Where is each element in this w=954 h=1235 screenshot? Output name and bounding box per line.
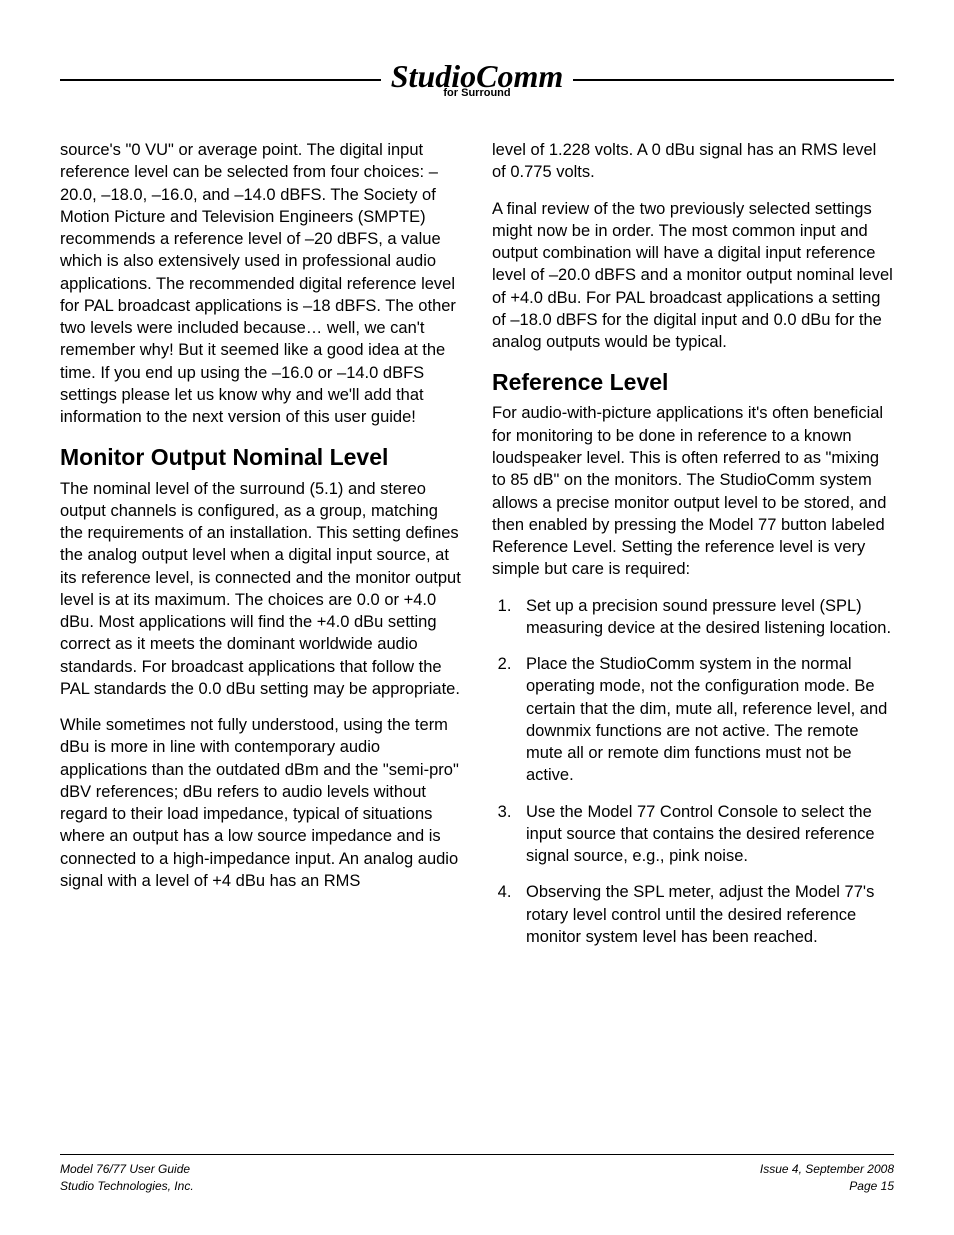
page-footer: Model 76/77 User Guide Studio Technologi… [60,1154,894,1195]
footer-page: Page 15 [760,1178,894,1195]
footer-right: Issue 4, September 2008 Page 15 [760,1161,894,1195]
list-item: Observing the SPL meter, adjust the Mode… [516,881,894,948]
body-paragraph: While sometimes not fully understood, us… [60,714,462,892]
header-rule-left [60,79,381,81]
left-column: source's "0 VU" or average point. The di… [60,139,462,962]
section-heading: Monitor Output Nominal Level [60,442,462,473]
footer-row: Model 76/77 User Guide Studio Technologi… [60,1161,894,1195]
list-item: Place the StudioComm system in the norma… [516,653,894,787]
footer-model: Model 76/77 User Guide [60,1161,194,1178]
page-header: StudioComm for Surround [60,60,894,99]
document-page: StudioComm for Surround source's "0 VU" … [0,0,954,1235]
footer-left: Model 76/77 User Guide Studio Technologi… [60,1161,194,1195]
body-paragraph: A final review of the two previously sel… [492,198,894,354]
body-paragraph: The nominal level of the surround (5.1) … [60,478,462,701]
logo-block: StudioComm for Surround [381,60,574,99]
body-paragraph: level of 1.228 volts. A 0 dBu signal has… [492,139,894,184]
content-columns: source's "0 VU" or average point. The di… [60,139,894,962]
section-heading: Reference Level [492,367,894,398]
numbered-list: Set up a precision sound pressure level … [492,595,894,949]
body-paragraph: For audio-with-picture applications it's… [492,402,894,580]
header-rule-right [573,79,894,81]
list-item: Use the Model 77 Control Console to sele… [516,801,894,868]
body-paragraph: source's "0 VU" or average point. The di… [60,139,462,428]
footer-issue: Issue 4, September 2008 [760,1161,894,1178]
footer-company: Studio Technologies, Inc. [60,1178,194,1195]
footer-rule [60,1154,894,1155]
list-item: Set up a precision sound pressure level … [516,595,894,640]
right-column: level of 1.228 volts. A 0 dBu signal has… [492,139,894,962]
